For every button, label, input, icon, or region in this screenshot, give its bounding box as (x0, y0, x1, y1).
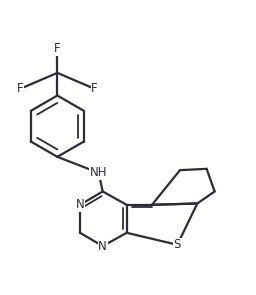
Text: F: F (17, 82, 23, 95)
Text: F: F (91, 82, 98, 95)
Text: NH: NH (90, 166, 108, 179)
Text: N: N (76, 198, 84, 211)
Text: F: F (54, 42, 61, 55)
Text: N: N (98, 240, 107, 253)
Text: S: S (174, 238, 181, 251)
